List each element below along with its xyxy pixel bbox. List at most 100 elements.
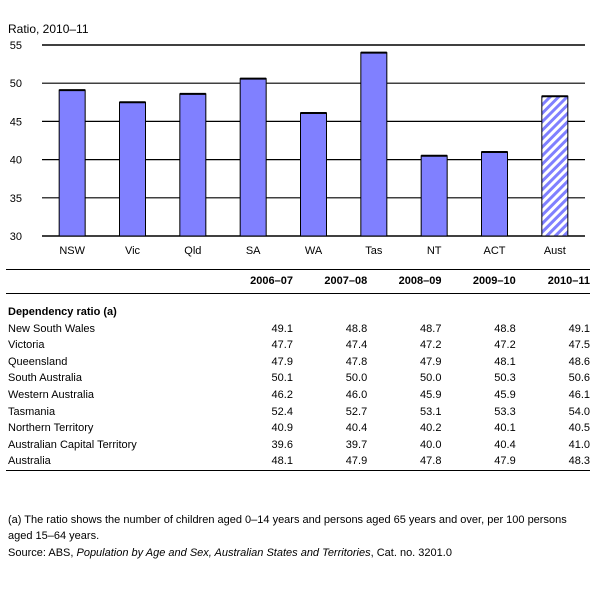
table-cell: 47.9 bbox=[271, 355, 293, 368]
bar-act bbox=[481, 151, 508, 237]
table-section-row: Dependency ratio (a) bbox=[6, 304, 590, 321]
table-header-row: 2006–07 2007–08 2008–09 2009–10 2010–11 bbox=[6, 269, 590, 294]
table-cell: 40.4 bbox=[494, 438, 516, 451]
x-axis-labels: NSW Vic Qld SA WA Tas NT ACT Aust bbox=[59, 245, 566, 257]
table-row: Australia 48.1 47.9 47.8 47.9 48.3 bbox=[6, 453, 590, 471]
table-cell: 40.9 bbox=[271, 422, 293, 435]
bar-nt bbox=[420, 155, 448, 237]
table-row: Western Australia 46.2 46.0 45.9 45.9 46.1 bbox=[6, 387, 590, 404]
table-cell: 50.6 bbox=[568, 372, 590, 385]
table-cell: 47.8 bbox=[345, 355, 368, 368]
dependency-ratio-bar-chart: Ratio, 2010–11 30 35 40 45 50 55 NSW Vic Qld SA W… bbox=[8, 22, 585, 257]
table-cell: 49.1 bbox=[568, 322, 590, 335]
table-cell: 50.1 bbox=[271, 372, 293, 385]
table-cell: 50.0 bbox=[345, 372, 368, 385]
x-tick-label: Aust bbox=[544, 245, 566, 257]
bar-aust bbox=[541, 95, 569, 237]
table-cell: 40.0 bbox=[420, 438, 442, 451]
table-cell: 46.2 bbox=[271, 388, 293, 401]
table-cell: 53.1 bbox=[420, 405, 442, 418]
column-header: 2010–11 bbox=[515, 269, 590, 294]
table-cell: 50.0 bbox=[420, 372, 442, 385]
x-tick-label: Tas bbox=[365, 245, 383, 257]
row-label: Queensland bbox=[8, 355, 68, 368]
table-cell: 40.1 bbox=[494, 422, 516, 435]
column-header: 2008–09 bbox=[367, 269, 442, 294]
table-cell: 50.3 bbox=[494, 372, 516, 385]
y-tick-label: 50 bbox=[10, 78, 22, 90]
table-row: Australian Capital Territory 39.6 39.7 40.0… bbox=[6, 437, 590, 454]
bar-nsw bbox=[58, 89, 86, 237]
y-tick-label: 30 bbox=[10, 231, 22, 243]
table-cell: 48.7 bbox=[420, 322, 442, 335]
chart-title: Ratio, 2010–11 bbox=[8, 22, 89, 36]
table-cell: 49.1 bbox=[271, 322, 293, 335]
x-tick-label: SA bbox=[246, 245, 261, 257]
table-cell: 52.4 bbox=[271, 405, 293, 418]
x-tick-label: NT bbox=[427, 245, 442, 257]
bar-wa bbox=[300, 112, 327, 237]
table-cell: 52.7 bbox=[345, 405, 368, 418]
table-cell: 48.8 bbox=[345, 322, 368, 335]
chart-bars bbox=[58, 51, 569, 237]
y-axis-ticks: 30 35 40 45 50 55 bbox=[10, 40, 22, 243]
table-cell: 46.0 bbox=[345, 388, 368, 401]
table-cell: 47.5 bbox=[568, 339, 590, 352]
row-label: Western Australia bbox=[8, 388, 95, 401]
x-tick-label: Qld bbox=[184, 245, 201, 257]
table-row: Tasmania 52.4 52.7 53.1 53.3 54.0 bbox=[6, 404, 590, 421]
table-row: Victoria 47.7 47.4 47.2 47.2 47.5 bbox=[6, 337, 590, 354]
dependency-ratio-table: 2006–07 2007–08 2008–09 2009–10 2010–11 … bbox=[6, 269, 590, 471]
table-cell: 40.5 bbox=[568, 422, 590, 435]
table-row: New South Wales 49.1 48.8 48.7 48.8 49.1 bbox=[6, 321, 590, 338]
dependency-ratio-table-wrap: 2006–07 2007–08 2008–09 2009–10 2010–11 … bbox=[6, 269, 590, 471]
source-title: Population by Age and Sex, Australian St… bbox=[76, 547, 371, 559]
table-cell: 39.6 bbox=[271, 438, 293, 451]
y-tick-label: 35 bbox=[10, 193, 22, 205]
bar-qld bbox=[179, 93, 207, 237]
x-tick-label: NSW bbox=[59, 245, 85, 257]
table-row: Northern Territory 40.9 40.4 40.2 40.1 40.5 bbox=[6, 420, 590, 437]
table-cell: 48.1 bbox=[494, 355, 516, 368]
row-label: Australian Capital Territory bbox=[8, 438, 137, 451]
bar-sa bbox=[239, 78, 267, 237]
table-cell: 48.3 bbox=[515, 453, 590, 471]
row-label: Tasmania bbox=[8, 405, 56, 418]
footnote: (a) The ratio shows the number of childr… bbox=[8, 514, 567, 542]
table-cell: 48.6 bbox=[568, 355, 590, 368]
table-cell: 45.9 bbox=[494, 388, 516, 401]
table-cell: 48.1 bbox=[218, 453, 293, 471]
table-cell: 47.9 bbox=[292, 453, 368, 471]
table-cell: 48.8 bbox=[494, 322, 516, 335]
column-header: 2006–07 bbox=[218, 269, 293, 294]
row-label: New South Wales bbox=[8, 322, 96, 335]
table-cell: 47.2 bbox=[420, 339, 442, 352]
table-cell: 47.2 bbox=[494, 339, 516, 352]
bar-tas bbox=[360, 52, 388, 237]
source-prefix: Source: ABS, bbox=[8, 547, 77, 559]
column-header: 2007–08 bbox=[292, 269, 368, 294]
row-label: Victoria bbox=[8, 339, 45, 352]
table-row: South Australia 50.1 50.0 50.0 50.3 50.6 bbox=[6, 370, 590, 387]
bar-vic bbox=[119, 101, 146, 237]
table-cell: 47.8 bbox=[367, 453, 442, 471]
table-cell: 54.0 bbox=[568, 405, 590, 418]
table-cell: 40.4 bbox=[345, 422, 368, 435]
table-cell: 41.0 bbox=[568, 438, 590, 451]
y-tick-label: 40 bbox=[10, 155, 22, 167]
table-cell: 47.4 bbox=[345, 339, 368, 352]
table-cell: 47.9 bbox=[420, 355, 442, 368]
row-label: Northern Territory bbox=[8, 422, 94, 435]
table-cell: 40.2 bbox=[420, 422, 442, 435]
row-label: Australia bbox=[6, 453, 219, 471]
table-header-blank bbox=[6, 269, 219, 294]
x-tick-label: Vic bbox=[125, 245, 141, 257]
column-header: 2009–10 bbox=[441, 269, 516, 294]
table-cell: 47.7 bbox=[271, 339, 293, 352]
source-note: Source: ABS, Population by Age and Sex, … bbox=[8, 545, 588, 561]
source-suffix: , Cat. no. 3201.0 bbox=[370, 547, 452, 559]
table-cell: 53.3 bbox=[494, 405, 516, 418]
table-cell: 46.1 bbox=[568, 388, 590, 401]
x-tick-label: ACT bbox=[484, 245, 506, 257]
table-spacer bbox=[6, 294, 590, 305]
